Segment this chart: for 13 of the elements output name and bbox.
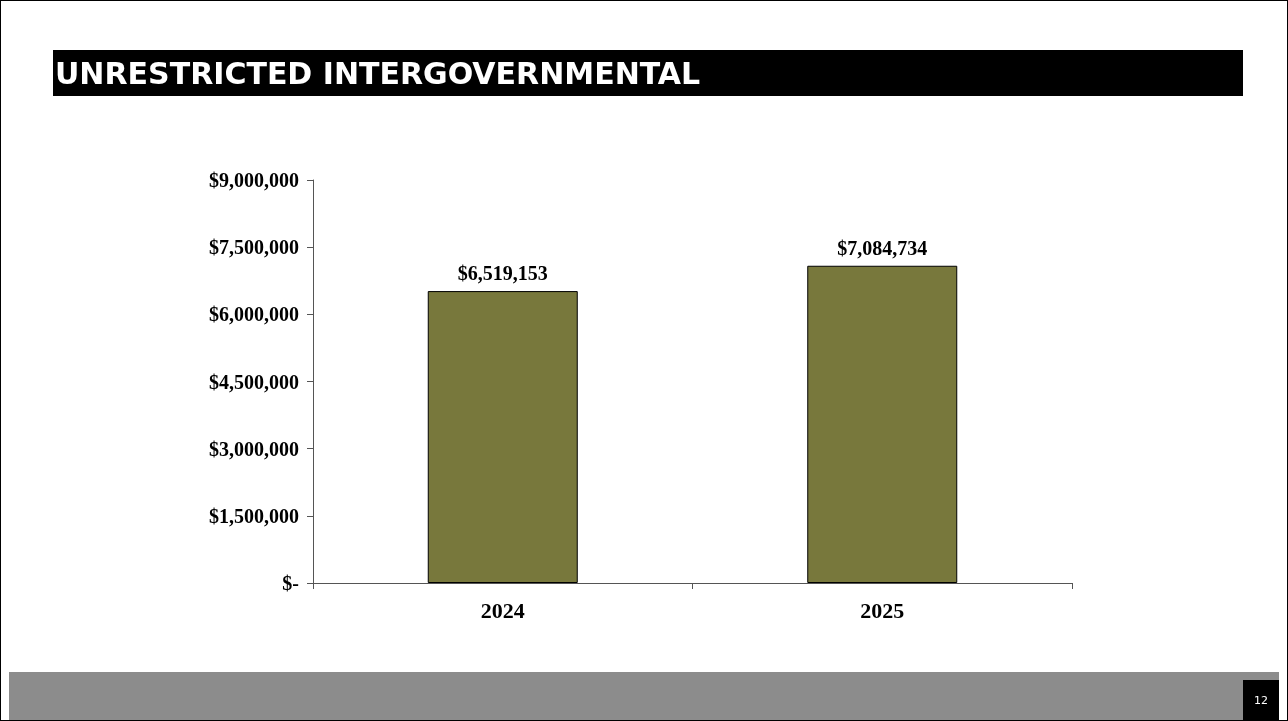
text: 12 [1243,680,1279,720]
data-label: $7,084,734 [837,236,928,259]
y-tick-label: $3,000,000 [209,437,299,460]
y-tick-label: $7,500,000 [209,236,299,259]
y-tick-label: $9,000,000 [209,169,299,191]
y-tick-label: $4,500,000 [209,370,299,393]
chart-title: UNRESTRICTED INTERGOVERNMENTAL [53,50,1243,96]
x-tick-label: 2025 [860,597,905,623]
data-label: $6,519,153 [457,262,548,285]
y-tick-label: $6,000,000 [209,303,299,326]
y-tick-label: $- [282,572,299,594]
y-tick-label: $1,500,000 [209,504,299,527]
x-tick-label: 2024 [480,597,525,623]
